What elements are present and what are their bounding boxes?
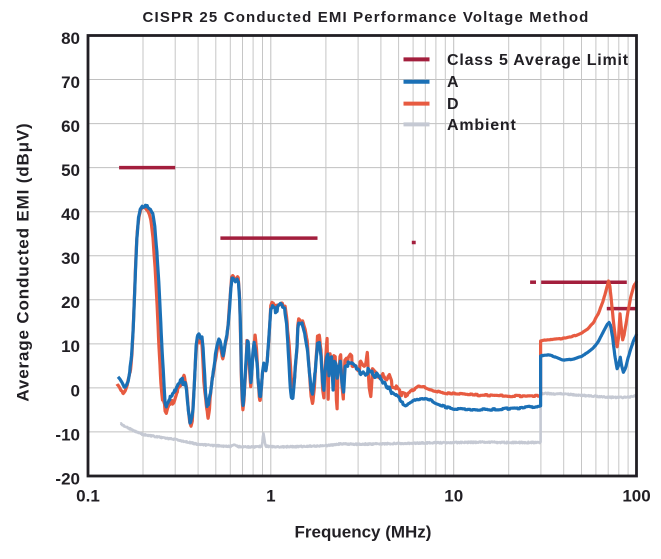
svg-text:10: 10 (444, 487, 463, 506)
svg-text:Ambient: Ambient (447, 117, 517, 134)
svg-text:Frequency (MHz): Frequency (MHz) (295, 523, 432, 542)
svg-text:1: 1 (266, 487, 275, 506)
svg-text:0: 0 (71, 381, 80, 400)
svg-text:70: 70 (61, 73, 80, 92)
svg-text:Class 5 Average Limit: Class 5 Average Limit (447, 52, 629, 69)
svg-text:-20: -20 (55, 469, 80, 488)
svg-text:-10: -10 (55, 425, 80, 444)
svg-text:A: A (447, 74, 459, 91)
svg-text:0.1: 0.1 (76, 487, 100, 506)
svg-text:50: 50 (61, 161, 80, 180)
svg-text:100: 100 (622, 487, 650, 506)
svg-text:D: D (447, 96, 459, 113)
svg-text:60: 60 (61, 117, 80, 136)
svg-text:30: 30 (61, 249, 80, 268)
svg-text:10: 10 (61, 337, 80, 356)
svg-text:20: 20 (61, 293, 80, 312)
svg-text:Average Conducted EMI (dBμV): Average Conducted EMI (dBμV) (14, 122, 33, 401)
svg-text:80: 80 (61, 29, 80, 48)
svg-text:40: 40 (61, 205, 80, 224)
svg-text:CISPR 25 Conducted EMI Perform: CISPR 25 Conducted EMI Performance Volta… (143, 9, 590, 26)
